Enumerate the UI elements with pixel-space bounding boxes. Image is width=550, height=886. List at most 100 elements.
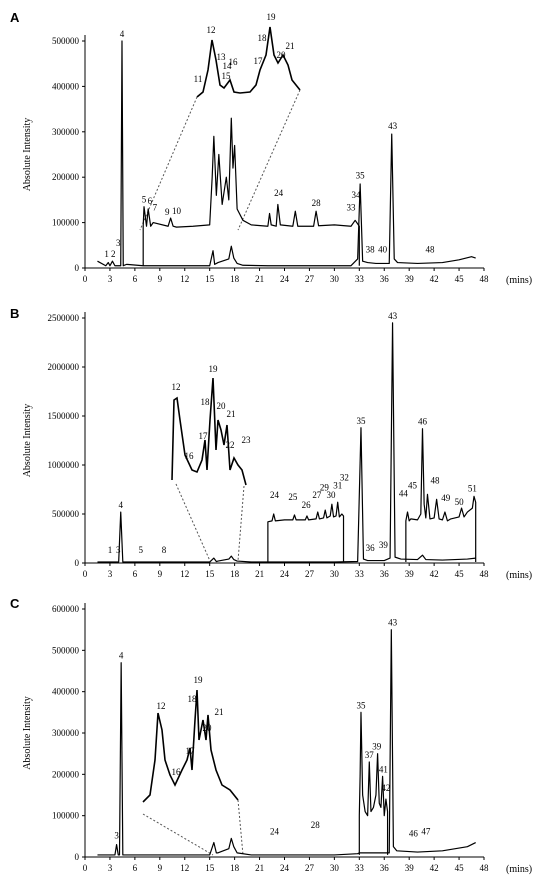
peak-label: 8 — [162, 545, 167, 555]
peak-label: 9 — [165, 207, 170, 217]
peak-label: 34 — [351, 190, 361, 200]
y-tick-label: 100000 — [52, 218, 80, 228]
peak-label: 3 — [116, 238, 121, 248]
x-tick-label: 9 — [158, 569, 163, 579]
x-tick-label: 21 — [255, 274, 264, 284]
x-tick-label: 27 — [305, 569, 315, 579]
x-tick-label: 27 — [305, 863, 315, 873]
x-axis-label: (mins) — [506, 864, 532, 875]
peak-label: 1 — [108, 545, 113, 555]
peak-label: 5 — [142, 195, 147, 205]
x-tick-label: 24 — [280, 863, 290, 873]
x-tick-label: 45 — [455, 863, 465, 873]
x-tick-label: 0 — [83, 863, 88, 873]
x-tick-label: 6 — [133, 274, 138, 284]
y-tick-label: 100000 — [52, 811, 80, 821]
peak-label: 45 — [408, 480, 418, 490]
inset-peak-label: 23 — [242, 435, 252, 445]
peak-label: 42 — [381, 783, 390, 793]
peak-label: 50 — [455, 497, 465, 507]
x-tick-label: 42 — [430, 569, 439, 579]
x-tick-label: 6 — [133, 569, 138, 579]
peak-label: 32 — [340, 473, 349, 483]
trace — [358, 711, 389, 855]
x-tick-label: 30 — [330, 569, 340, 579]
peak-label: 28 — [311, 820, 321, 830]
x-tick-label: 3 — [108, 863, 113, 873]
peak-label: 51 — [468, 483, 477, 493]
panel-label: B — [10, 306, 19, 321]
x-tick-label: 33 — [355, 569, 365, 579]
y-tick-label: 2000000 — [48, 362, 80, 372]
y-tick-label: 200000 — [52, 172, 80, 182]
trace — [142, 117, 360, 266]
x-tick-label: 39 — [405, 274, 415, 284]
peak-label: 35 — [356, 700, 366, 710]
inset-peak-label: 20 — [277, 50, 287, 60]
y-axis-label: Absolute Intensity — [22, 404, 33, 478]
x-tick-label: 45 — [455, 569, 465, 579]
inset-peak-label: 16 — [172, 767, 182, 777]
peak-label: 43 — [388, 121, 398, 131]
x-tick-label: 36 — [380, 569, 390, 579]
peak-label: 30 — [327, 490, 337, 500]
inset-peak-label: 18 — [201, 397, 211, 407]
x-tick-label: 21 — [255, 569, 264, 579]
peak-label: 6 — [148, 196, 153, 206]
peak-label: 3 — [114, 831, 119, 841]
x-tick-label: 33 — [355, 274, 365, 284]
peak-label: 4 — [118, 500, 123, 510]
peak-label: 40 — [378, 245, 388, 255]
y-tick-label: 500000 — [52, 645, 80, 655]
x-tick-label: 27 — [305, 274, 315, 284]
y-tick-label: 500000 — [52, 509, 80, 519]
x-tick-label: 12 — [180, 863, 189, 873]
peak-label: 28 — [312, 198, 322, 208]
trace — [267, 501, 345, 563]
peak-label: 24 — [270, 826, 280, 836]
x-tick-label: 48 — [480, 863, 490, 873]
peak-label: 33 — [347, 202, 357, 212]
x-tick-label: 39 — [405, 569, 415, 579]
x-tick-label: 3 — [108, 569, 113, 579]
peak-label: 3 — [116, 545, 121, 555]
inset-peak-label: 20 — [217, 401, 227, 411]
inset-peak-label: 11 — [194, 74, 203, 84]
inset-peak-label: 18 — [258, 33, 268, 43]
y-tick-label: 300000 — [52, 728, 80, 738]
trace — [97, 322, 476, 563]
x-tick-label: 36 — [380, 274, 390, 284]
x-tick-label: 30 — [330, 274, 340, 284]
x-tick-label: 30 — [330, 863, 340, 873]
inset-connector — [237, 89, 301, 231]
x-tick-label: 0 — [83, 274, 88, 284]
peak-label: 25 — [288, 492, 298, 502]
inset-peak-label: 19 — [209, 364, 219, 374]
peak-label: 24 — [274, 188, 284, 198]
peak-label: 36 — [366, 543, 376, 553]
trace — [97, 629, 476, 856]
x-tick-label: 21 — [255, 863, 264, 873]
x-tick-label: 48 — [480, 274, 490, 284]
inset-peak-label: 12 — [207, 25, 216, 35]
x-tick-label: 42 — [430, 863, 439, 873]
peak-label: 44 — [399, 488, 409, 498]
peak-label: 41 — [379, 764, 388, 774]
inset-peak-label: 20 — [203, 723, 213, 733]
peak-label: 49 — [441, 493, 451, 503]
peak-label: 4 — [119, 651, 124, 661]
x-tick-label: 18 — [230, 569, 240, 579]
x-axis-label: (mins) — [506, 570, 532, 581]
y-tick-label: 0 — [75, 558, 80, 568]
peak-label: 29 — [320, 482, 330, 492]
x-tick-label: 39 — [405, 863, 415, 873]
x-axis-label: (mins) — [506, 275, 532, 286]
peak-label: 10 — [172, 206, 182, 216]
inset-peak-label: 15 — [222, 71, 232, 81]
peak-label: 35 — [356, 416, 366, 426]
x-tick-label: 18 — [230, 863, 240, 873]
inset-peak-label: 18 — [188, 694, 198, 704]
y-tick-label: 500000 — [52, 36, 80, 46]
trace — [97, 40, 476, 267]
